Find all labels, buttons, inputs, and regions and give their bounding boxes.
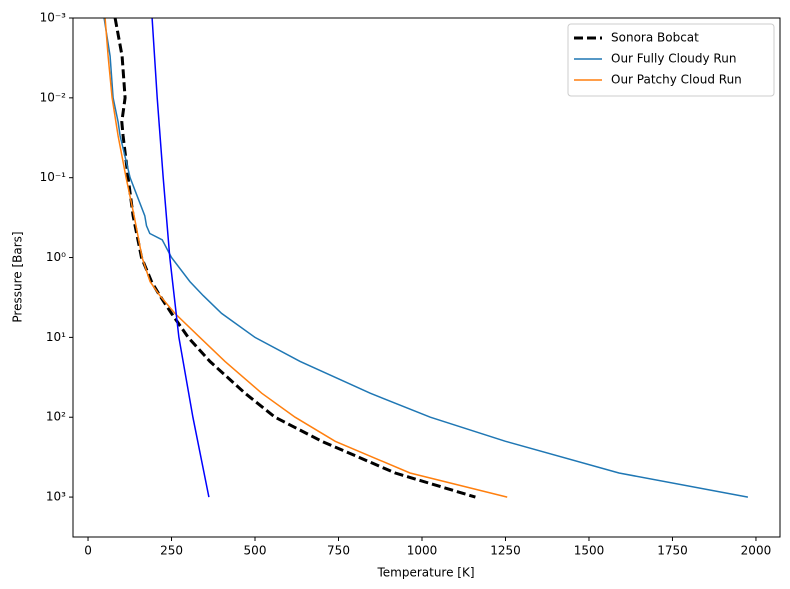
x-tick-label: 0 (84, 544, 92, 558)
y-tick-label: 10⁻¹ (40, 170, 67, 184)
x-tick-label: 1000 (407, 544, 438, 558)
y-tick-label: 10¹ (46, 330, 66, 344)
y-tick-label: 10⁰ (46, 250, 66, 264)
x-tick-label: 500 (244, 544, 267, 558)
series-line (151, 18, 210, 498)
x-tick-label: 750 (327, 544, 350, 558)
y-tick-label: 10⁻³ (40, 11, 67, 25)
x-tick-label: 1500 (574, 544, 605, 558)
y-tick-label: 10⁻² (40, 90, 67, 104)
y-axis-label: Pressure [Bars] (11, 231, 25, 322)
x-tick-label: 1750 (657, 544, 688, 558)
plot-frame (72, 17, 781, 538)
legend-label: Our Patchy Cloud Run (611, 73, 742, 87)
x-tick-label: 1250 (490, 544, 521, 558)
series-line (103, 18, 749, 498)
series-line (104, 18, 508, 498)
x-axis-label: Temperature [K] (376, 566, 474, 580)
y-tick-label: 10² (46, 410, 66, 424)
legend-box (567, 23, 775, 97)
legend-label: Sonora Bobcat (611, 31, 699, 45)
y-tick-label: 10³ (46, 490, 66, 504)
x-tick-label: 2000 (741, 544, 772, 558)
legend-label: Our Fully Cloudy Run (611, 52, 736, 66)
x-tick-label: 250 (160, 544, 183, 558)
